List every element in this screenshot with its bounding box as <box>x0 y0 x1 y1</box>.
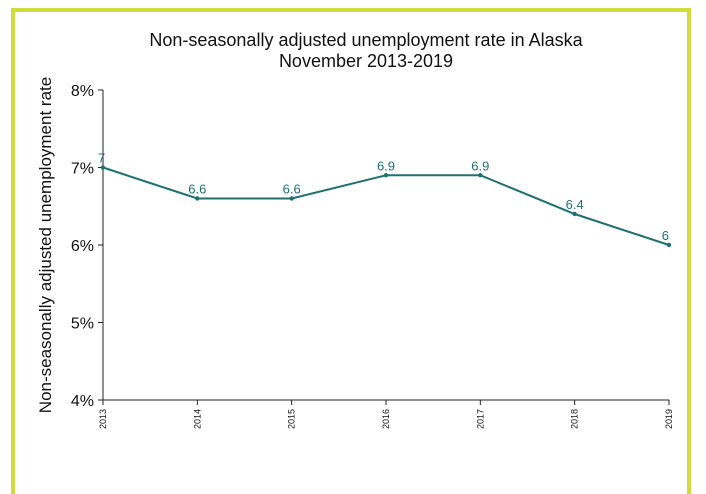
data-label: 6.9 <box>377 158 395 173</box>
y-tick-label: 5% <box>71 316 94 333</box>
x-tick-label: 2015 <box>287 409 297 429</box>
data-point <box>195 196 200 201</box>
x-tick-label: 2016 <box>381 409 391 429</box>
x-tick-label: 2014 <box>192 409 202 429</box>
data-label: 6 <box>662 228 669 243</box>
data-point <box>289 196 294 201</box>
data-point <box>383 173 389 178</box>
chart-title: Non-seasonally adjusted unemployment rat… <box>149 30 583 50</box>
series-line <box>102 166 670 246</box>
y-axis-label: Non-seasonally adjusted unemployment rat… <box>36 77 55 413</box>
series-group: 7 6.6 6.6 6.9 6.9 6.4 6 <box>98 151 672 248</box>
chart-frame <box>11 8 691 494</box>
data-point <box>100 165 106 170</box>
data-point <box>666 242 672 248</box>
chart-subtitle: November 2013-2019 <box>279 51 453 71</box>
data-point <box>572 211 577 217</box>
x-tick-label: 2017 <box>475 409 485 429</box>
x-tick-label: 2019 <box>664 409 674 429</box>
y-ticks: 4% 5% 6% 7% 8% <box>71 83 103 410</box>
x-ticks: 2013 2014 2015 2016 2017 2018 2019 <box>98 400 674 429</box>
y-tick-label: 4% <box>71 393 94 410</box>
y-tick-label: 6% <box>71 238 94 255</box>
data-label: 6.6 <box>188 182 206 197</box>
data-point <box>478 173 483 178</box>
x-tick-label: 2013 <box>98 409 108 429</box>
y-tick-label: 7% <box>71 161 94 178</box>
data-label: 6.4 <box>566 197 584 212</box>
x-tick-label: 2018 <box>570 409 580 429</box>
data-label: 6.6 <box>283 182 301 197</box>
data-label: 7 <box>98 151 105 166</box>
y-tick-label: 8% <box>71 83 94 100</box>
data-label: 6.9 <box>471 158 489 173</box>
line-chart: Non-seasonally adjusted unemployment rat… <box>36 30 674 429</box>
